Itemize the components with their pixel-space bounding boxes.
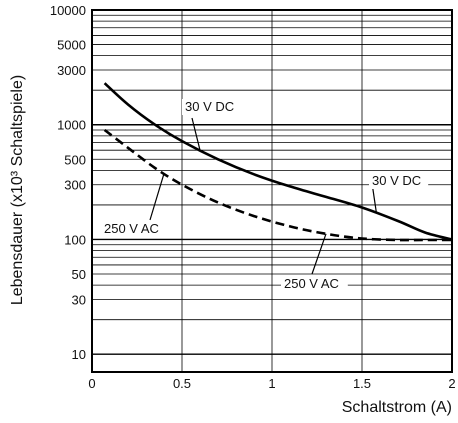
- x-tick-label: 0: [88, 376, 95, 391]
- y-tick-label: 30: [72, 292, 86, 307]
- annotation-background: [369, 173, 429, 189]
- x-tick-label: 2: [448, 376, 455, 391]
- x-tick-labels: 0 0.5 1 1.5 2: [88, 376, 455, 391]
- annotation-label: 250 V AC: [284, 276, 339, 291]
- annotation-label: 30 V DC: [372, 173, 421, 188]
- y-tick-label: 50: [72, 267, 86, 282]
- annotation-label: 30 V DC: [185, 99, 234, 114]
- series-30v-dc-line: [103, 82, 453, 241]
- y-tick-label: 10: [72, 347, 86, 362]
- annotation-leader-line: [149, 173, 165, 221]
- annotation-background: [101, 221, 168, 237]
- series-lines: [103, 82, 453, 242]
- y-tick-label: 5000: [57, 38, 86, 53]
- x-tick-label: 0.5: [173, 376, 191, 391]
- y-tick-label: 10000: [50, 3, 86, 18]
- x-tick-label: 1.5: [353, 376, 371, 391]
- x-tick-label: 1: [268, 376, 275, 391]
- grid: [92, 9, 452, 372]
- y-tick-label: 1000: [57, 118, 86, 133]
- annotation-background: [182, 99, 242, 115]
- y-tick-label: 100: [64, 232, 86, 247]
- plot-frame: [91, 9, 453, 373]
- y-tick-label: 300: [64, 178, 86, 193]
- y-tick-label: 3000: [57, 63, 86, 78]
- y-axis-title: Lebensdauer (x10³ Schaltspiele): [9, 75, 26, 305]
- series-250v-ac-line: [103, 128, 452, 242]
- x-axis-title: Schaltstrom (A): [342, 399, 452, 416]
- y-tick-labels: 10 30 50 100 300 500 1000 3000 5000 10000: [50, 3, 86, 362]
- annotation-leader-line: [311, 233, 327, 275]
- annotation-background: [281, 276, 348, 292]
- y-tick-label: 500: [64, 152, 86, 167]
- annotations: 30 V DC 30 V DC 250 V AC 250 V AC: [101, 99, 429, 292]
- annotation-leader-line: [191, 117, 201, 151]
- annotation-label: 250 V AC: [104, 221, 159, 236]
